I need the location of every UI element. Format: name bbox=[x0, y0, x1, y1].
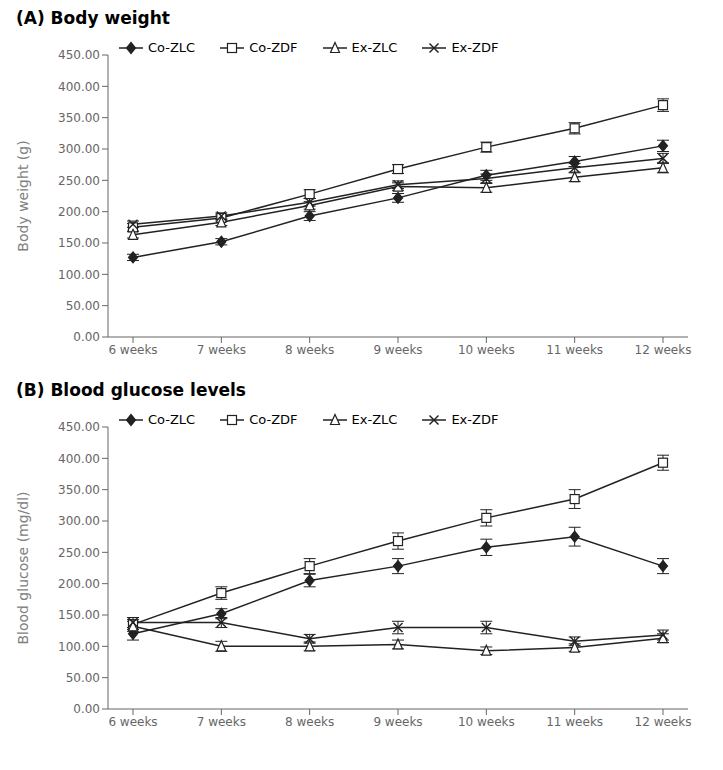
html-text:Ex-ZLC: Ex-ZLC bbox=[351, 40, 398, 55]
svg-text:150.00: 150.00 bbox=[58, 608, 100, 622]
svg-text:50.00: 50.00 bbox=[66, 671, 100, 685]
svg-text:300.00: 300.00 bbox=[58, 142, 100, 156]
svg-text:9 weeks: 9 weeks bbox=[373, 715, 422, 729]
svg-text:6 weeks: 6 weeks bbox=[108, 715, 157, 729]
svg-text:6 weeks: 6 weeks bbox=[108, 343, 157, 357]
svg-text:200.00: 200.00 bbox=[58, 577, 100, 591]
html-text:Co-ZDF: Co-ZDF bbox=[249, 412, 298, 427]
html-text:Ex-ZDF: Ex-ZDF bbox=[451, 412, 499, 427]
svg-text:250.00: 250.00 bbox=[58, 546, 100, 560]
svg-text:0.00: 0.00 bbox=[73, 702, 100, 716]
svg-text:200.00: 200.00 bbox=[58, 205, 100, 219]
html-text:Co-ZLC: Co-ZLC bbox=[148, 412, 196, 427]
svg-text:12 weeks: 12 weeks bbox=[635, 343, 692, 357]
svg-text:300.00: 300.00 bbox=[58, 514, 100, 528]
svg-text:11 weeks: 11 weeks bbox=[546, 715, 603, 729]
svg-text:11 weeks: 11 weeks bbox=[546, 343, 603, 357]
html-text:Co-ZDF: Co-ZDF bbox=[249, 40, 298, 55]
svg-text:9 weeks: 9 weeks bbox=[373, 343, 422, 357]
svg-text:450.00: 450.00 bbox=[58, 420, 100, 434]
html-text:Co-ZLC: Co-ZLC bbox=[148, 40, 196, 55]
svg-text:50.00: 50.00 bbox=[66, 299, 100, 313]
svg-text:350.00: 350.00 bbox=[58, 111, 100, 125]
svg-text:Blood glucose (mg/dl): Blood glucose (mg/dl) bbox=[15, 491, 31, 644]
html-text:(B) Blood glucose levels: (B) Blood glucose levels bbox=[16, 380, 246, 400]
svg-text:7 weeks: 7 weeks bbox=[197, 343, 246, 357]
svg-text:350.00: 350.00 bbox=[58, 483, 100, 497]
svg-text:450.00: 450.00 bbox=[58, 48, 100, 62]
svg-text:150.00: 150.00 bbox=[58, 236, 100, 250]
svg-text:0.00: 0.00 bbox=[73, 330, 100, 344]
svg-text:Body weight (g): Body weight (g) bbox=[15, 140, 31, 251]
svg-text:7 weeks: 7 weeks bbox=[197, 715, 246, 729]
svg-text:12 weeks: 12 weeks bbox=[635, 715, 692, 729]
svg-text:100.00: 100.00 bbox=[58, 268, 100, 282]
svg-text:400.00: 400.00 bbox=[58, 80, 100, 94]
svg-text:8 weeks: 8 weeks bbox=[285, 715, 334, 729]
svg-text:400.00: 400.00 bbox=[58, 452, 100, 466]
svg-text:10 weeks: 10 weeks bbox=[458, 343, 515, 357]
html-text:Ex-ZLC: Ex-ZLC bbox=[351, 412, 398, 427]
svg-text:100.00: 100.00 bbox=[58, 640, 100, 654]
html-text:(A) Body weight: (A) Body weight bbox=[16, 8, 170, 28]
svg-text:250.00: 250.00 bbox=[58, 174, 100, 188]
html-text:Ex-ZDF: Ex-ZDF bbox=[451, 40, 499, 55]
svg-text:10 weeks: 10 weeks bbox=[458, 715, 515, 729]
svg-text:8 weeks: 8 weeks bbox=[285, 343, 334, 357]
